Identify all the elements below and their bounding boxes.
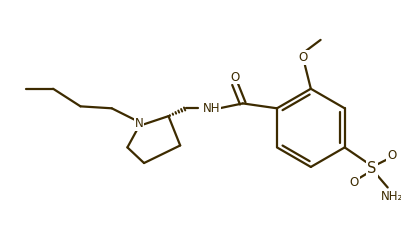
Text: O: O — [386, 149, 395, 162]
Text: N: N — [134, 117, 143, 130]
Text: S: S — [367, 161, 376, 176]
Text: NH: NH — [202, 102, 220, 115]
Text: O: O — [298, 51, 307, 64]
Text: O: O — [230, 70, 239, 84]
Text: NH₂: NH₂ — [379, 190, 401, 203]
Text: O: O — [349, 176, 358, 189]
